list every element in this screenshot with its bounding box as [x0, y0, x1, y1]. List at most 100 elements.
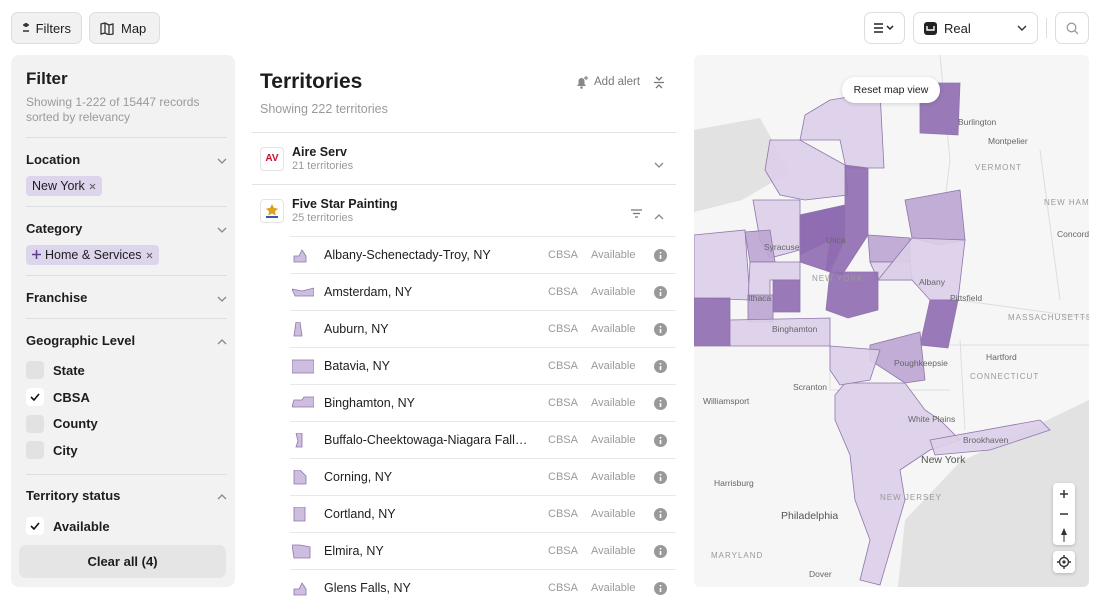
territory-type: CBSA [548, 397, 578, 409]
territory-region[interactable] [799, 204, 846, 273]
section-header[interactable]: Territory status [26, 485, 227, 507]
section-header[interactable]: Geographic Level [26, 329, 227, 351]
territory-region[interactable] [694, 229, 751, 301]
checkbox-option[interactable]: State [26, 357, 227, 384]
checkbox [26, 361, 44, 380]
section-label: Territory status [26, 488, 121, 504]
filters-button[interactable]: Filters [11, 12, 82, 44]
add-alert-button[interactable]: Add alert [575, 75, 640, 89]
checkbox-option[interactable]: Available [26, 513, 227, 540]
mode-dropdown[interactable]: Real [913, 12, 1038, 44]
territory-region[interactable] [772, 279, 801, 313]
franchise-toggle [654, 207, 664, 225]
clear-all-button[interactable]: Clear all (4) [19, 545, 226, 578]
info-button[interactable] [654, 360, 667, 376]
info-button[interactable] [654, 249, 667, 265]
chip-remove[interactable] [89, 179, 96, 193]
info-button[interactable] [654, 286, 667, 302]
territory-type: CBSA [548, 286, 578, 298]
list-menu-button[interactable] [864, 12, 905, 44]
map-label: Montpelier [988, 136, 1028, 146]
section-toggle [217, 152, 227, 167]
section-header[interactable]: Category [26, 217, 227, 239]
map-label: Harrisburg [714, 478, 754, 488]
chip-label: Home & Services [45, 248, 142, 262]
map-label: Philadelphia [781, 510, 838, 522]
info-button[interactable] [654, 323, 667, 339]
franchise-list: AV Aire Serv 21 territories Five Star Paint… [252, 132, 676, 597]
territory-region[interactable] [829, 345, 881, 386]
chevron [217, 227, 227, 233]
bell-icon [577, 76, 588, 89]
shape-icon [291, 359, 315, 374]
territory-status: Available [591, 508, 636, 520]
checkbox-option[interactable]: City [26, 437, 227, 464]
franchise-row[interactable]: Five Star Painting 25 territories [252, 184, 676, 236]
territory-status: Available [591, 286, 636, 298]
info-button[interactable] [654, 582, 667, 597]
territory-region[interactable] [904, 189, 966, 246]
mode-icon [924, 21, 937, 35]
map-label: Burlington [958, 117, 997, 127]
info-button[interactable] [654, 545, 667, 561]
franchise-count: 21 territories [292, 160, 354, 172]
map-label: Syracuse [764, 242, 800, 252]
territory-row[interactable]: Batavia, NY CBSA Available [290, 347, 676, 384]
territory-name: Corning, NY [324, 470, 393, 484]
franchise-filter[interactable] [631, 205, 642, 223]
territory-row[interactable]: Binghamton, NY CBSA Available [290, 384, 676, 421]
map-label: Hartford [986, 352, 1017, 362]
filter-section: Geographic Level State CBSA County City [26, 318, 227, 474]
territory-region[interactable] [929, 419, 1051, 456]
territory-row[interactable]: Auburn, NY CBSA Available [290, 310, 676, 347]
map-label: Utica [826, 235, 846, 245]
territory-type: CBSA [548, 323, 578, 335]
search-button[interactable] [1055, 12, 1089, 44]
territory-row[interactable]: Amsterdam, NY CBSA Available [290, 273, 676, 310]
info-button[interactable] [654, 397, 667, 413]
territory-row[interactable]: Cortland, NY CBSA Available [290, 495, 676, 532]
territory-region[interactable] [834, 382, 961, 586]
territory-region[interactable] [919, 299, 959, 349]
reset-map-button[interactable]: Reset map view [842, 77, 940, 103]
info-icon [654, 249, 667, 262]
filter-section: Category Home & Services [26, 206, 227, 275]
territory-row[interactable]: Elmira, NY CBSA Available [290, 532, 676, 569]
map-label: VERMONT [975, 163, 1022, 172]
territory-row[interactable]: Glens Falls, NY CBSA Available [290, 569, 676, 597]
filter-chip[interactable]: New York [26, 176, 102, 196]
map-button[interactable]: Map [89, 12, 160, 44]
checkbox-option[interactable]: County [26, 410, 227, 437]
info-button[interactable] [654, 434, 667, 450]
territory-type: CBSA [548, 471, 578, 483]
territory-region[interactable] [799, 91, 885, 169]
info-button[interactable] [654, 471, 667, 487]
territory-region[interactable] [764, 139, 849, 201]
shape-icon [291, 544, 311, 559]
section-toggle [217, 333, 227, 348]
section-label: Location [26, 151, 81, 167]
shape-icon [293, 249, 307, 263]
filter-chip[interactable]: Home & Services [26, 245, 159, 265]
locate-button[interactable] [1053, 551, 1075, 573]
section-header[interactable]: Location [26, 148, 227, 170]
territory-row[interactable]: Buffalo-Cheektowaga-Niagara Falls, NY CBS… [290, 421, 676, 458]
checkbox-option[interactable]: CBSA [26, 384, 227, 411]
map-water [694, 118, 790, 212]
territory-row[interactable]: Corning, NY CBSA Available [290, 458, 676, 495]
section-header[interactable]: Franchise [26, 286, 227, 308]
franchise-logo: AV [260, 146, 284, 171]
filter-header: Filter Showing 1-222 of 15447 records so… [11, 55, 235, 137]
info-icon [654, 471, 667, 484]
territory-row[interactable]: Albany-Schenectady-Troy, NY CBSA Available [290, 236, 676, 273]
chevron [217, 296, 227, 302]
collapse-all-icon[interactable] [653, 76, 665, 89]
chevron-down [1017, 25, 1027, 31]
info-button[interactable] [654, 508, 667, 524]
info-icon [654, 434, 667, 447]
territory-region[interactable] [825, 271, 879, 319]
chip-remove[interactable] [146, 248, 153, 262]
franchise-row[interactable]: AV Aire Serv 21 territories [252, 132, 676, 184]
zoom-icons[interactable] [1053, 483, 1075, 545]
territory-region[interactable] [694, 297, 731, 347]
